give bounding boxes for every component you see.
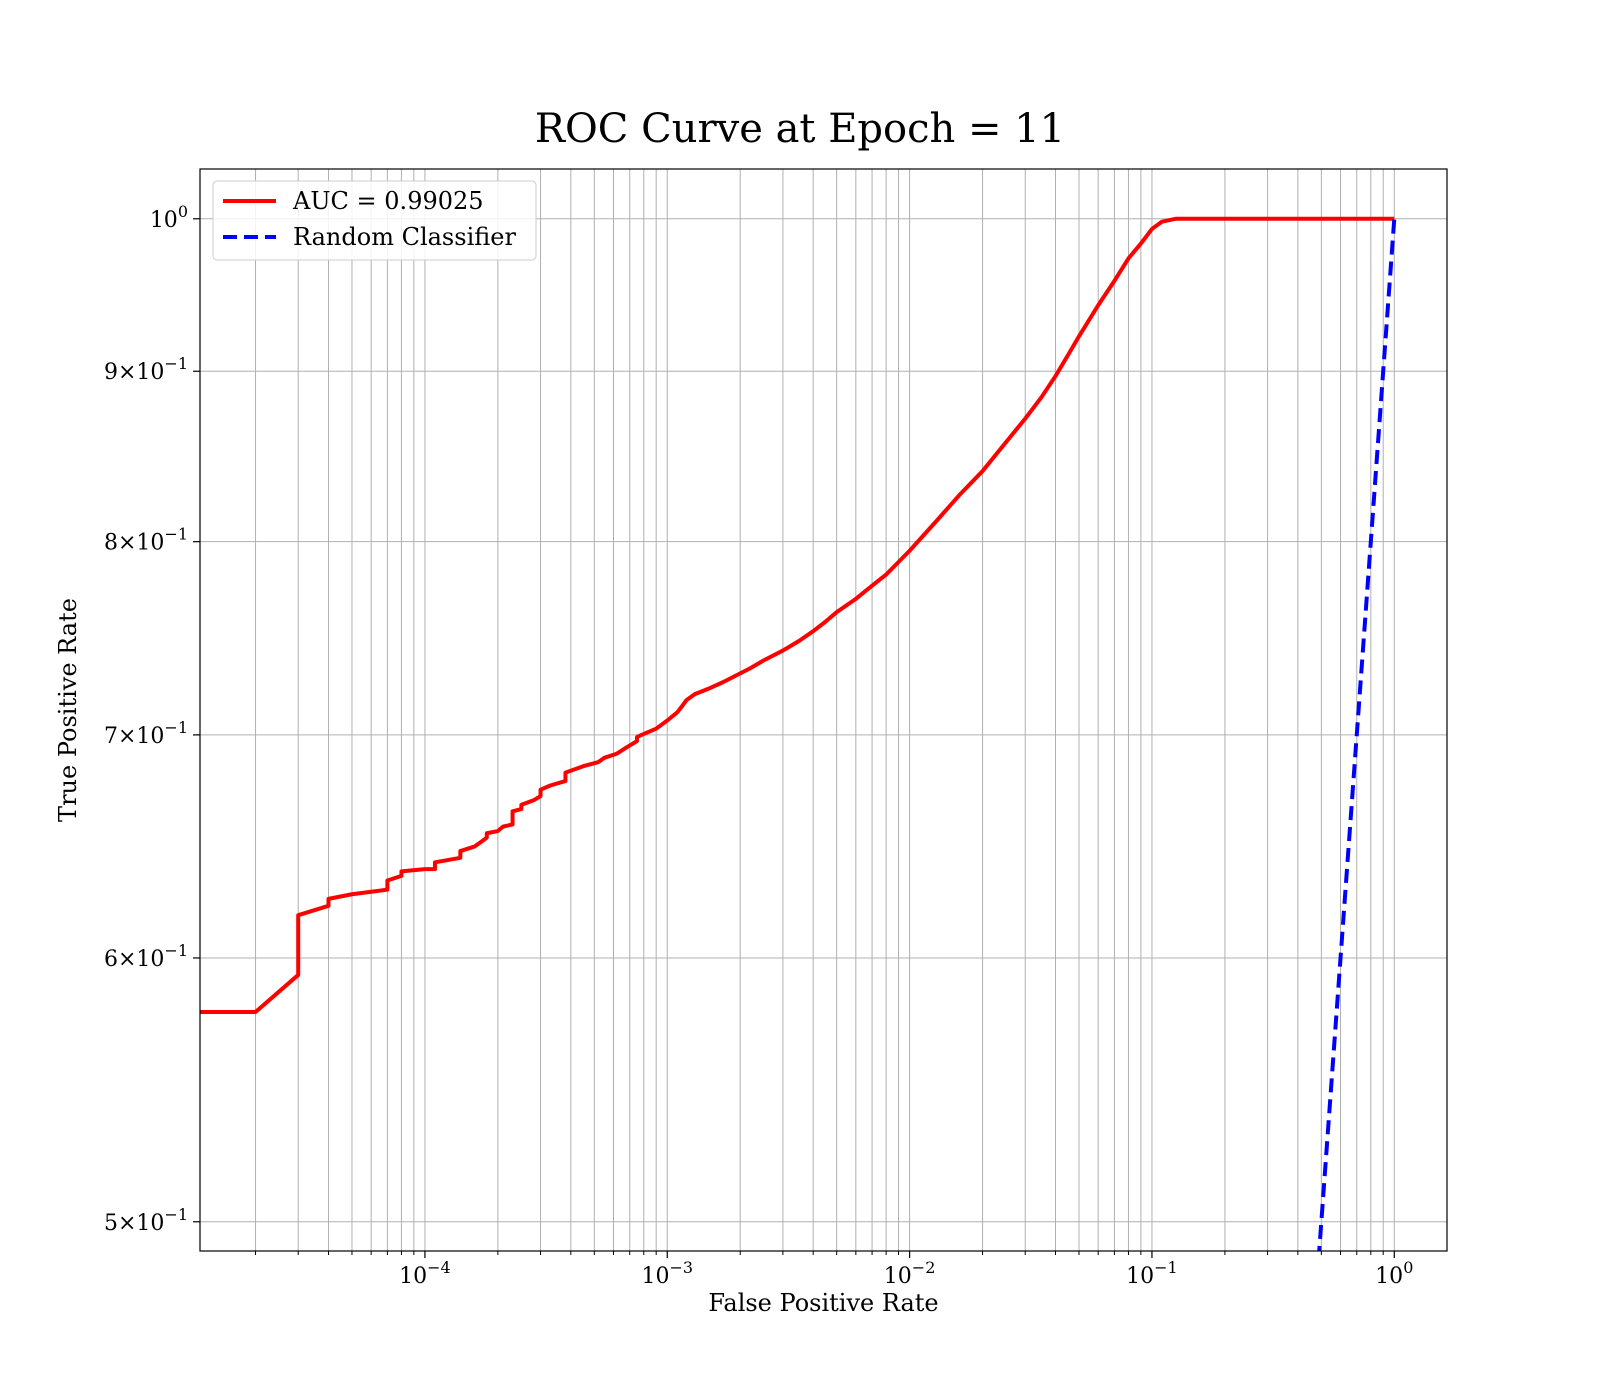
roc-curve-line (200, 216, 1395, 1014)
legend: AUC = 0.99025 Random Classifier (212, 180, 537, 261)
y-tick-label: 5×10−1 (104, 1205, 188, 1236)
legend-entry-label: AUC = 0.99025 (292, 187, 484, 215)
x-tick-label: 100 (1375, 1258, 1413, 1289)
series-layer (200, 216, 1397, 1251)
y-tick-label: 7×10−1 (104, 718, 188, 749)
x-tick-label: 10−1 (1126, 1258, 1178, 1289)
plot-frame (199, 168, 1448, 1252)
legend-box (212, 180, 537, 261)
legend-entry-label: Random Classifier (293, 223, 516, 251)
x-tick-label: 10−4 (399, 1258, 451, 1289)
ticks: 10−4 10−3 10−2 10−1 100 100 9×10−1 8×10−1 7×10−1… (104, 202, 1413, 1289)
y-axis-label: True Positive Rate (54, 598, 82, 822)
y-tick-label: 8×10−1 (104, 525, 188, 556)
y-tick-label: 6×10−1 (104, 941, 188, 972)
y-tick-label: 100 (150, 202, 188, 233)
y-tick-label: 9×10−1 (104, 354, 188, 385)
x-axis-label: False Positive Rate (708, 1289, 938, 1317)
x-tick-label: 10−2 (884, 1258, 936, 1289)
chart-title: ROC Curve at Epoch = 11 (535, 106, 1065, 152)
x-tick-label: 10−3 (641, 1258, 693, 1289)
grid (200, 169, 1447, 1251)
random-classifier-line (1317, 218, 1397, 1251)
